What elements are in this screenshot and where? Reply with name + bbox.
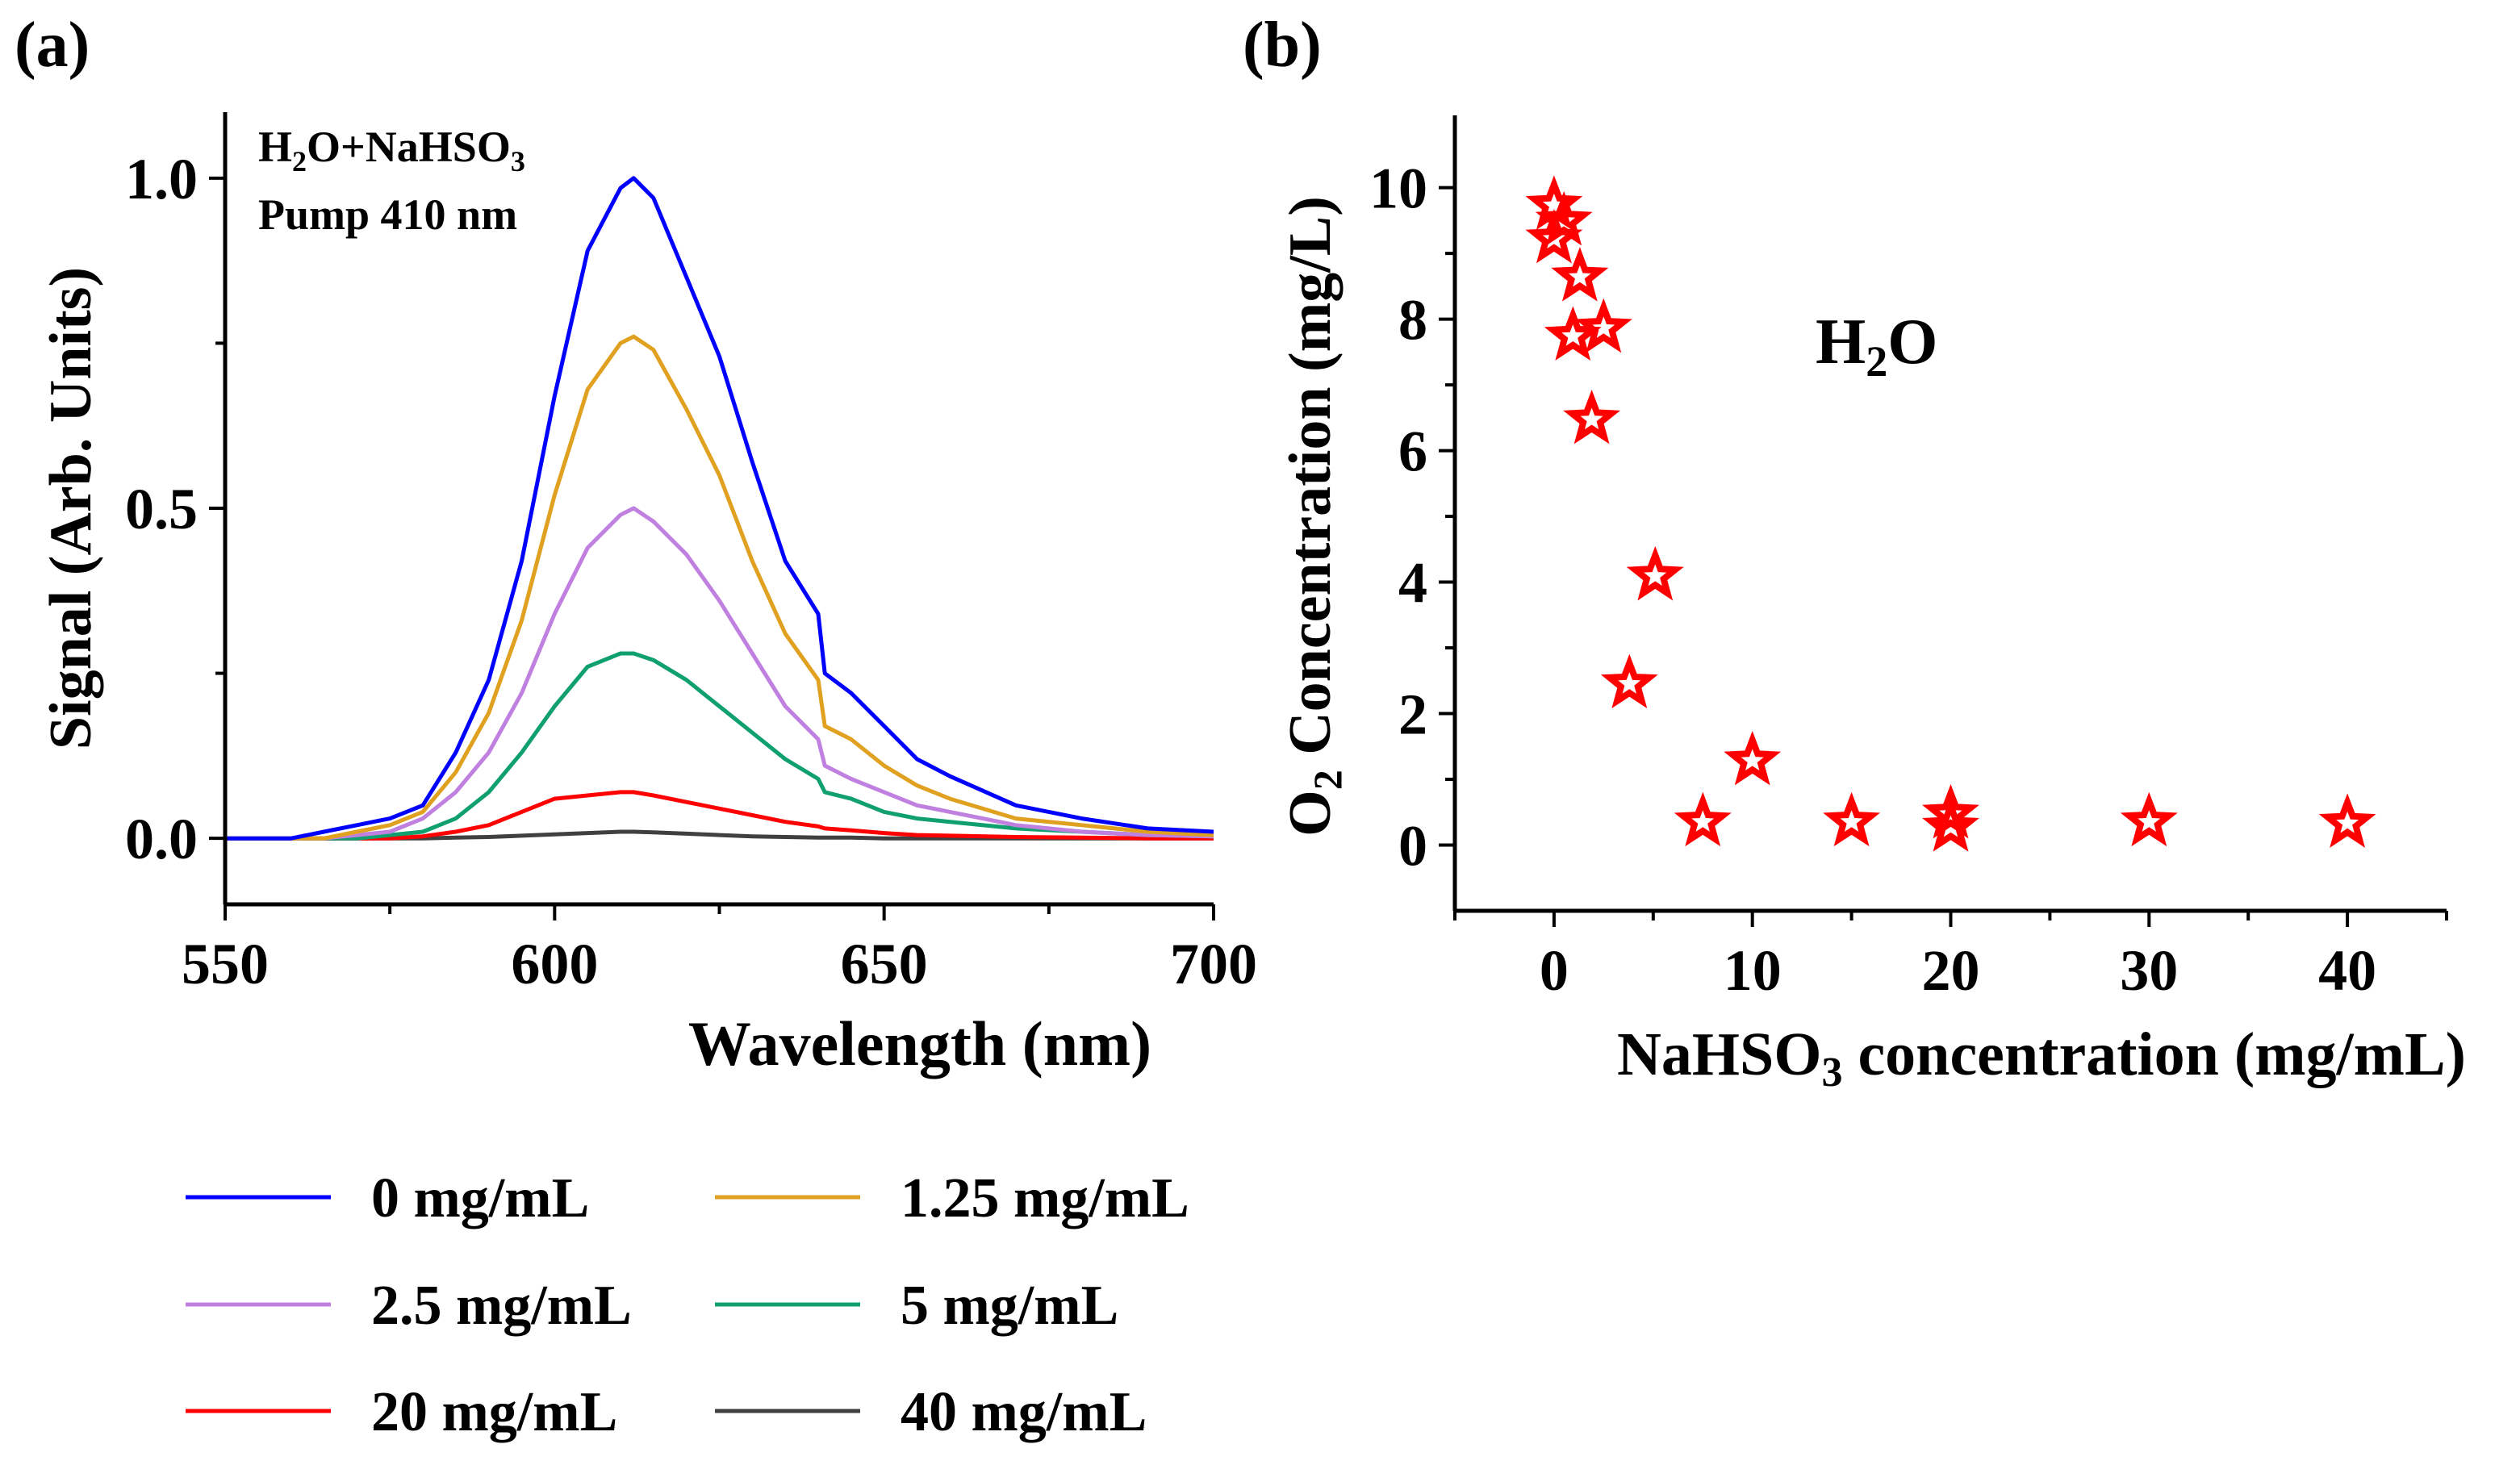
series-line-5-mg-mL	[225, 651, 1214, 841]
annotation-sample: H2O+NaHSO3	[258, 123, 525, 177]
subscript: 2	[1305, 770, 1350, 790]
y-tick-label: 0	[1398, 814, 1427, 879]
panel-a-label: (a)	[15, 10, 90, 81]
spectra-lines	[225, 176, 1214, 841]
y-tick-label: 2	[1398, 682, 1427, 747]
data-point-star	[1544, 306, 1602, 361]
data-point-star	[2120, 791, 2178, 847]
series-line-0-mg-mL	[225, 176, 1214, 841]
data-point-star	[1600, 653, 1658, 709]
series-line-20-mg-mL	[225, 790, 1214, 841]
x-tick-label: 10	[1724, 938, 1782, 1003]
x-tick-label: 0	[1540, 938, 1569, 1003]
x-tick-label: 40	[2318, 938, 2376, 1003]
annotation-pump: Pump 410 nm	[258, 190, 517, 239]
annotation-h2o-part: H	[1816, 307, 1866, 378]
legend-label: 20 mg/mL	[371, 1381, 617, 1443]
legend-label: 0 mg/mL	[371, 1167, 589, 1229]
x-axis-title-a: Wavelength (nm)	[688, 1008, 1151, 1079]
data-point-star	[1574, 298, 1632, 353]
x-axis-title-b: NaHSO3 concentration (mg/mL)	[1617, 1021, 2466, 1096]
data-point-star	[1674, 791, 1732, 847]
subscript: 2	[292, 145, 307, 177]
panel-a-axes: 550 600 650 700 0.0 0.5 1.0	[125, 112, 1257, 996]
subscript: 2	[1866, 337, 1887, 386]
y-tick-label: 10	[1369, 157, 1427, 221]
panel-a: (a) 550 600 650 700 0.0 0.5 1.0 H2O+NaHSO3 Pum…	[15, 10, 1257, 1443]
y-tick-label: 4	[1398, 551, 1427, 616]
annotation-h2o-part: O	[1887, 307, 1937, 378]
legend-label: 40 mg/mL	[901, 1381, 1147, 1443]
y-tick-label: 1.0	[125, 147, 198, 211]
y-axis-title-a: Signal (Arb. Units)	[38, 267, 104, 749]
data-point-star	[1563, 390, 1621, 445]
y-tick-label: 0.5	[125, 477, 198, 541]
data-point-star	[1922, 797, 1979, 852]
y-tick-label: 8	[1398, 288, 1427, 353]
panel-b-axes: 0 10 20 30 40 0 2 4 6 8 10	[1369, 115, 2448, 1003]
scatter-points	[1525, 175, 2376, 852]
legend-label: 2.5 mg/mL	[371, 1275, 632, 1337]
series-line-2.5-mg-mL	[225, 506, 1214, 841]
data-point-star	[1626, 545, 1684, 601]
x-title-part: concentration (mg/mL)	[1842, 1021, 2466, 1088]
data-point-star	[1525, 208, 1583, 264]
subscript: 3	[1821, 1050, 1842, 1096]
x-tick-label: 30	[2120, 938, 2178, 1003]
y-tick-label: 6	[1398, 420, 1427, 484]
series-line-1.25-mg-mL	[225, 334, 1214, 841]
legend-label: 5 mg/mL	[901, 1275, 1118, 1337]
x-tick-label: 550	[182, 932, 269, 996]
x-tick-label: 700	[1170, 932, 1257, 996]
annotation-h2o: H2O	[1816, 307, 1937, 386]
subscript: 3	[511, 145, 525, 177]
data-point-star	[1823, 791, 1881, 847]
y-tick-label: 0.0	[125, 807, 198, 871]
annotation-sample-text: H	[258, 123, 292, 171]
data-point-star	[1551, 247, 1609, 302]
y-title-part: O	[1277, 790, 1344, 837]
legend: 0 mg/mL 1.25 mg/mL 2.5 mg/mL 5 mg/mL 20 mg/m…	[186, 1167, 1189, 1443]
panel-b-label: (b)	[1243, 10, 1322, 81]
data-point-star	[1922, 783, 1979, 839]
annotation-part: O+NaHSO	[307, 123, 511, 171]
data-point-star	[1724, 730, 1782, 786]
data-point-star	[2318, 793, 2376, 848]
x-tick-label: 650	[841, 932, 928, 996]
x-title-part: NaHSO	[1617, 1021, 1821, 1088]
y-axis-title-b: O2 Concentration (mg/L)	[1277, 196, 1350, 837]
legend-label: 1.25 mg/mL	[901, 1167, 1189, 1229]
x-tick-label: 600	[511, 932, 598, 996]
x-tick-label: 20	[1922, 938, 1980, 1003]
y-title-part: Concentration (mg/L)	[1277, 196, 1344, 770]
